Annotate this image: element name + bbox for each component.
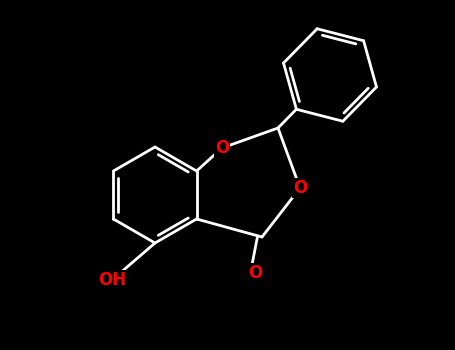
- Text: O: O: [293, 179, 307, 197]
- Text: O: O: [248, 264, 262, 282]
- Text: O: O: [215, 139, 229, 157]
- Text: OH: OH: [98, 271, 126, 289]
